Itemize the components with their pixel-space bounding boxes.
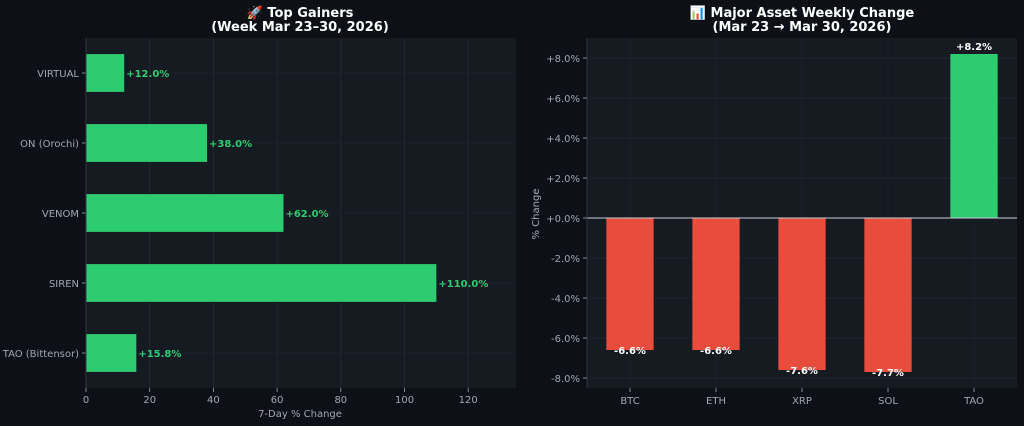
data-label-eth: -6.6% xyxy=(700,346,732,357)
y-tick-label: -8.0% xyxy=(551,374,580,385)
top-gainers-bars xyxy=(86,54,437,372)
category-label-tao-bittensor: TAO (Bittensor) xyxy=(2,349,79,360)
major-asset-bars xyxy=(606,54,998,372)
x-tick-label: 20 xyxy=(143,395,156,406)
category-label-venom: VENOM xyxy=(42,209,79,220)
bar-btc xyxy=(606,218,654,350)
category-label-sol: SOL xyxy=(878,396,898,407)
bar-on-orochi xyxy=(86,124,208,162)
bar-eth xyxy=(692,218,740,350)
major-asset-y-axis-label: % Change xyxy=(531,189,542,240)
y-tick-label: -2.0% xyxy=(551,254,580,265)
top-gainers-title-line2: (Week Mar 23–30, 2026) xyxy=(211,20,389,35)
x-tick-label: 120 xyxy=(459,395,478,406)
y-tick-label: +8.0% xyxy=(546,54,580,65)
data-label-btc: -6.6% xyxy=(614,346,646,357)
major-asset-y-ticks: -8.0% -6.0% -4.0% -2.0% +0.0% +2.0% +4.0% +6.0%… xyxy=(546,38,588,388)
y-tick-label: +6.0% xyxy=(546,94,580,105)
y-tick-label: -4.0% xyxy=(551,294,580,305)
bar-tao xyxy=(950,54,998,218)
major-asset-category-labels: BTC ETH XRP SOL TAO xyxy=(620,388,984,407)
data-label-venom: +62.0% xyxy=(285,209,328,220)
x-tick-label: 40 xyxy=(207,395,220,406)
data-label-sol: -7.7% xyxy=(872,368,904,379)
data-label-on-orochi: +38.0% xyxy=(209,139,252,150)
category-label-tao: TAO xyxy=(963,396,984,407)
data-label-tao-bittensor: +15.8% xyxy=(138,349,181,360)
bar-siren xyxy=(86,264,437,302)
major-asset-data-labels: -6.6% -6.6% -7.6% -7.7% +8.2% xyxy=(614,42,992,379)
category-label-siren: SIREN xyxy=(49,279,79,290)
bar-tao-bittensor xyxy=(86,334,137,372)
category-label-xrp: XRP xyxy=(792,396,812,407)
bar-virtual xyxy=(86,54,125,92)
data-label-virtual: +12.0% xyxy=(126,69,169,80)
y-tick-label: +0.0% xyxy=(546,214,580,225)
top-gainers-category-labels: VIRTUAL ON (Orochi) VENOM SIREN TAO (Bittens… xyxy=(2,38,87,388)
category-label-btc: BTC xyxy=(620,396,639,407)
bar-xrp xyxy=(778,218,826,370)
x-tick-label: 100 xyxy=(395,395,414,406)
data-label-tao: +8.2% xyxy=(956,42,992,53)
top-gainers-data-labels: +12.0% +38.0% +62.0% +110.0% +15.8% xyxy=(126,69,488,360)
y-tick-label: +2.0% xyxy=(546,174,580,185)
top-gainers-x-axis-label: 7-Day % Change xyxy=(258,409,342,420)
bar-sol xyxy=(864,218,912,372)
data-label-xrp: -7.6% xyxy=(786,366,818,377)
top-gainers-title-line1: 🚀 Top Gainers xyxy=(247,5,354,21)
major-asset-title-line1: 📊 Major Asset Weekly Change xyxy=(690,5,915,21)
y-tick-label: +4.0% xyxy=(546,134,580,145)
x-tick-label: 80 xyxy=(334,395,347,406)
category-label-on-orochi: ON (Orochi) xyxy=(20,139,79,150)
category-label-virtual: VIRTUAL xyxy=(37,69,79,80)
major-asset-title-line2: (Mar 23 → Mar 30, 2026) xyxy=(713,20,892,35)
top-gainers-chart: 🚀 Top Gainers (Week Mar 23–30, 2026) +12… xyxy=(2,5,516,420)
x-tick-label: 0 xyxy=(83,395,89,406)
major-asset-chart: 📊 Major Asset Weekly Change (Mar 23 → Ma… xyxy=(531,5,1017,407)
data-label-siren: +110.0% xyxy=(438,279,488,290)
bar-venom xyxy=(86,194,284,232)
x-tick-label: 60 xyxy=(271,395,284,406)
top-gainers-x-ticks: 0 20 40 60 80 100 120 xyxy=(83,388,478,406)
category-label-eth: ETH xyxy=(706,396,726,407)
y-tick-label: -6.0% xyxy=(551,334,580,345)
